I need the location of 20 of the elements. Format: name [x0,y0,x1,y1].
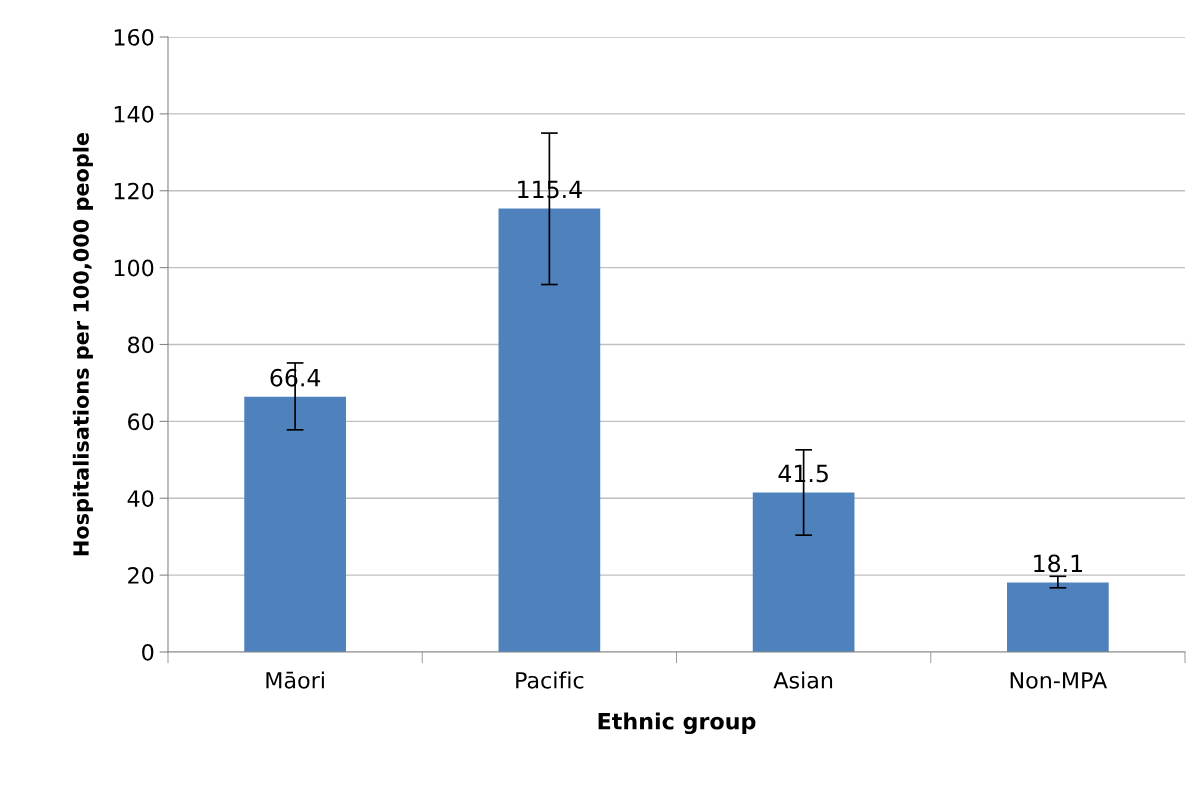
bar [1007,582,1109,652]
bar [752,492,855,652]
y-tick-label: 120 [114,182,154,200]
x-tick-label: Māori [266,671,324,689]
bar [244,396,346,652]
bar [498,208,601,652]
y-tick-label: 100 [114,259,154,277]
data-label: 18.1 [1034,554,1082,573]
x-tick-label: Pacific [516,671,584,689]
y-tick-label: 0 [142,643,154,661]
y-tick-label: 160 [114,28,154,46]
x-axis-title: Ethnic group [598,712,756,735]
x-tick-label: Non-MPA [1010,672,1108,689]
y-tick-label: 140 [114,105,154,123]
x-tick-label: Asian [773,671,833,689]
y-tick-label: 60 [128,413,154,431]
y-tick-label: 20 [128,567,154,584]
y-axis-title: Hospitalisations per 100,000 people [72,132,93,556]
y-tick-label: 80 [128,336,154,354]
y-tick-label: 40 [127,490,154,508]
